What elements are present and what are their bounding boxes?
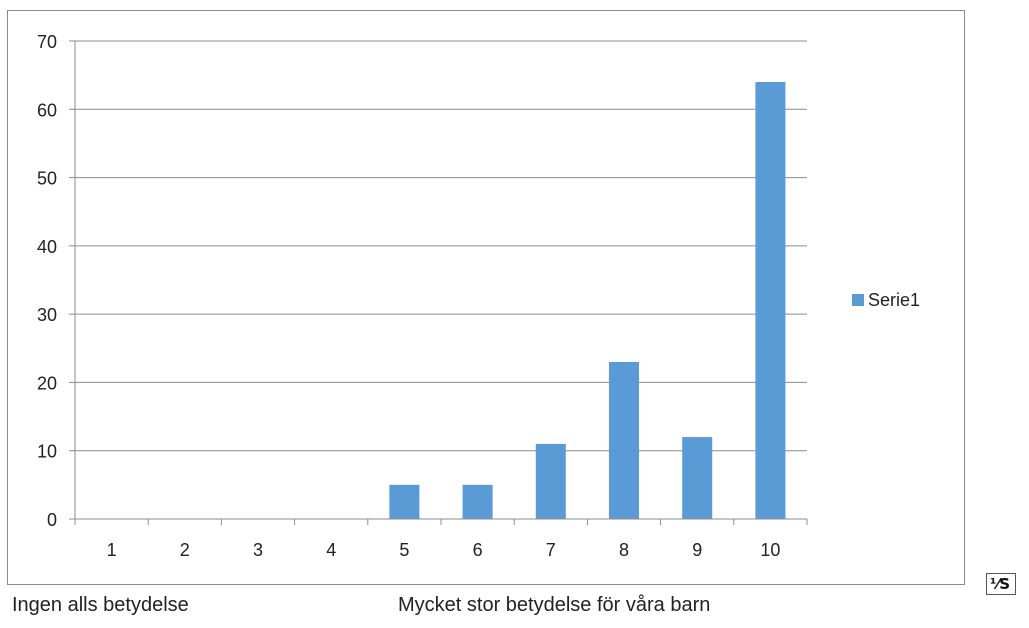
- x-tick-label: 4: [326, 540, 336, 560]
- x-tick-label: 6: [473, 540, 483, 560]
- bar[interactable]: [462, 484, 493, 519]
- x-tick-label: 10: [760, 540, 780, 560]
- y-tick-label: 50: [37, 169, 57, 189]
- bar[interactable]: [682, 437, 713, 519]
- x-tick-label: 9: [692, 540, 702, 560]
- y-tick-label: 10: [37, 442, 57, 462]
- x-tick-label: 2: [180, 540, 190, 560]
- y-tick-label: 60: [37, 100, 57, 120]
- bar[interactable]: [609, 361, 639, 519]
- bar[interactable]: [755, 81, 786, 519]
- y-tick-label: 70: [37, 32, 57, 52]
- legend-label-serie1: Serie1: [868, 290, 920, 310]
- y-tick-label: 0: [47, 510, 57, 530]
- x-tick-label: 5: [399, 540, 409, 560]
- x-tick-label: 3: [253, 540, 263, 560]
- x-tick-label: 1: [107, 540, 117, 560]
- bar-chart: 0 10 20 30 40 50 60 70 1 2 3 4 5 6 7 8 9 10 Serie1: [37, 32, 920, 560]
- chart-area[interactable]: 0 10 20 30 40 50 60 70 1 2 3 4 5 6 7 8 9 10 Serie1: [7, 10, 965, 585]
- gridlines: [75, 40, 807, 452]
- caption-right: Mycket stor betydelse för våra barn: [398, 594, 711, 616]
- y-tick-label: 40: [37, 237, 57, 257]
- bar[interactable]: [535, 443, 566, 519]
- bars: [389, 81, 786, 519]
- paste-options-icon[interactable]: ⅟S: [986, 573, 1016, 595]
- legend[interactable]: Serie1: [852, 290, 920, 310]
- y-tick-label: 30: [37, 305, 57, 325]
- bar[interactable]: [389, 484, 420, 519]
- y-tick-label: 20: [37, 373, 57, 393]
- x-tick-label: 8: [619, 540, 629, 560]
- x-tick-label: 7: [546, 540, 556, 560]
- caption-left: Ingen alls betydelse: [12, 594, 189, 616]
- legend-swatch: [852, 294, 864, 306]
- tick-labels: 0 10 20 30 40 50 60 70 1 2 3 4 5 6 7 8 9 10: [37, 32, 780, 560]
- axes: [69, 40, 808, 525]
